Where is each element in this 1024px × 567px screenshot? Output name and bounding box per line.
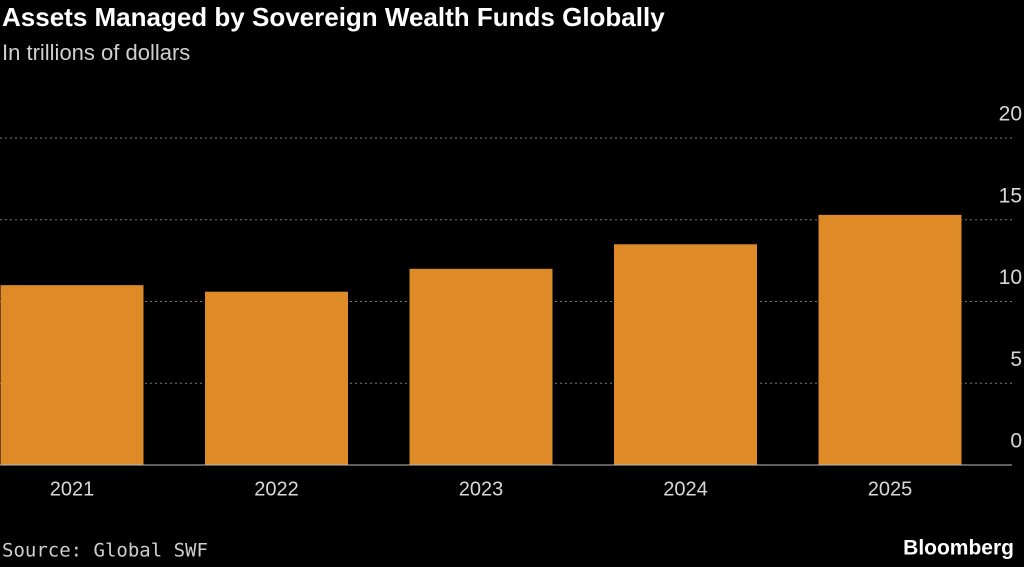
x-tick-label: 2021: [50, 478, 95, 500]
bar: [205, 291, 348, 465]
x-tick-label: 2024: [663, 478, 708, 500]
x-tick-label: 2025: [868, 478, 913, 500]
source: Source: Global SWF: [2, 540, 208, 562]
y-tick-label: 10: [999, 266, 1022, 289]
x-tick-label: 2022: [254, 478, 299, 500]
chart-subtitle: In trillions of dollars: [2, 40, 190, 65]
y-tick-label: 15: [999, 184, 1022, 207]
bar: [818, 214, 962, 465]
x-tick-label: 2023: [459, 478, 504, 500]
bar: [614, 244, 757, 465]
y-tick-label: 20: [999, 103, 1022, 126]
chart-title: Assets Managed by Sovereign Wealth Funds…: [2, 2, 665, 32]
bar: [0, 285, 144, 465]
y-tick-label: 0: [1010, 430, 1022, 453]
brand: Bloomberg: [903, 537, 1014, 560]
bar: [409, 268, 553, 465]
y-tick-label: 5: [1010, 348, 1022, 371]
